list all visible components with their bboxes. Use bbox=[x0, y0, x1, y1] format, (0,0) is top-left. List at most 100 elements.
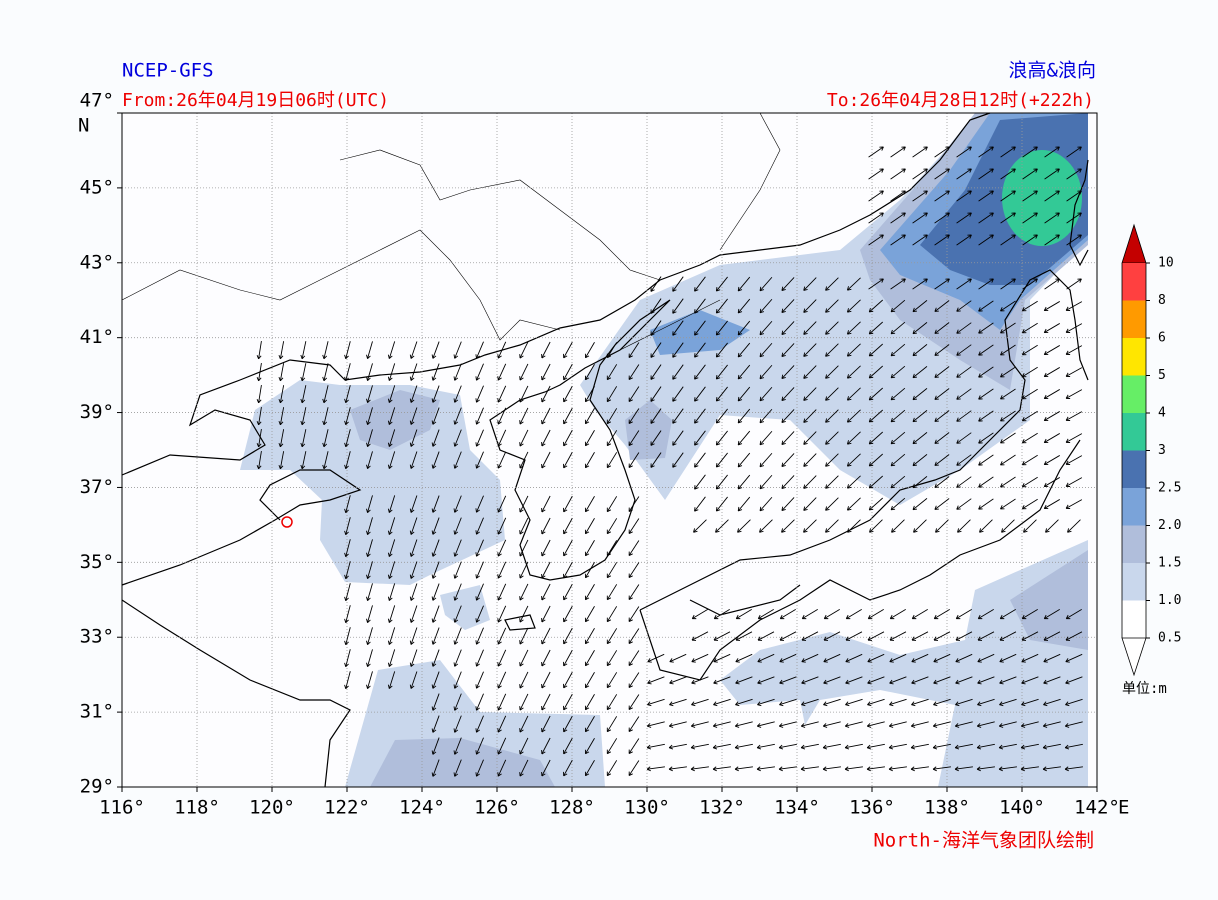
arrow bbox=[890, 299, 906, 313]
arrow bbox=[867, 766, 885, 770]
arrow-head bbox=[1020, 744, 1026, 750]
arrow-head bbox=[1065, 416, 1071, 421]
arrow-head bbox=[803, 506, 808, 511]
arrow bbox=[519, 341, 529, 359]
arrow bbox=[825, 431, 839, 445]
arrow-head bbox=[497, 574, 502, 579]
arrow-head bbox=[779, 701, 784, 707]
arrow-head bbox=[475, 508, 480, 513]
arrow-head bbox=[735, 701, 740, 707]
arrow-head bbox=[847, 528, 852, 533]
arrow-head bbox=[409, 354, 415, 359]
arrow bbox=[978, 454, 994, 466]
arrow-head bbox=[431, 464, 437, 469]
arrow-head bbox=[956, 351, 961, 356]
arrow-head bbox=[999, 636, 1005, 641]
arrow bbox=[476, 517, 484, 535]
arrow bbox=[628, 386, 640, 402]
arrow-head bbox=[1065, 614, 1071, 620]
arrow bbox=[694, 496, 706, 512]
arrow bbox=[301, 363, 307, 381]
arrow-head bbox=[584, 705, 590, 711]
arrow-head bbox=[497, 706, 502, 711]
arrow-head bbox=[945, 146, 950, 151]
arrow bbox=[757, 631, 775, 641]
arrow bbox=[716, 276, 728, 292]
arrow-head bbox=[366, 464, 371, 469]
arrow-head bbox=[1043, 350, 1049, 356]
arrow-head bbox=[979, 528, 984, 533]
arrow bbox=[519, 429, 529, 447]
arrow bbox=[432, 759, 440, 777]
arrow bbox=[933, 653, 951, 663]
arrow-head bbox=[541, 551, 546, 557]
arrow bbox=[628, 694, 640, 710]
arrow-head bbox=[778, 723, 784, 728]
colorbar-bottom bbox=[1121, 637, 1147, 677]
arrow bbox=[978, 366, 994, 378]
arrow-head bbox=[735, 614, 741, 620]
arrow bbox=[1065, 389, 1083, 399]
arrow-head bbox=[778, 744, 784, 750]
lon-unit: E bbox=[1118, 797, 1129, 819]
arrow-head bbox=[541, 507, 546, 513]
arrow-head bbox=[977, 636, 983, 641]
arrow bbox=[1021, 676, 1039, 684]
legend-unit: 单位:m bbox=[1122, 681, 1167, 697]
arrow-head bbox=[945, 168, 950, 173]
arrow bbox=[367, 649, 373, 667]
arrow bbox=[672, 364, 684, 380]
arrow-head bbox=[366, 508, 371, 513]
arrow bbox=[388, 627, 396, 645]
arrow-head bbox=[563, 507, 568, 513]
arrow-head bbox=[1043, 394, 1049, 400]
arrow bbox=[454, 517, 462, 535]
arrow bbox=[999, 721, 1017, 727]
arrow bbox=[912, 321, 928, 335]
arrow bbox=[889, 721, 907, 727]
arrow-head bbox=[715, 309, 721, 314]
arrow bbox=[541, 407, 551, 425]
arrow bbox=[781, 453, 795, 467]
arrow-head bbox=[759, 308, 765, 314]
arrow-head bbox=[912, 483, 918, 489]
arrow bbox=[890, 190, 906, 202]
arrow bbox=[367, 341, 373, 359]
arrow-head bbox=[734, 766, 739, 772]
arrow bbox=[868, 409, 884, 423]
arrow bbox=[606, 584, 618, 600]
arrow bbox=[606, 760, 618, 776]
arrow bbox=[978, 498, 994, 510]
arrow-head bbox=[563, 397, 568, 403]
arrow-head bbox=[1043, 438, 1049, 444]
lon-label: 142° bbox=[1074, 797, 1120, 819]
arrow bbox=[716, 342, 728, 358]
arrow-head bbox=[584, 771, 590, 777]
arrow-head bbox=[934, 483, 939, 488]
arrow-head bbox=[650, 353, 655, 358]
arrow bbox=[519, 693, 529, 711]
arrow-head bbox=[453, 750, 459, 755]
arrow-head bbox=[453, 772, 459, 777]
arrow bbox=[497, 407, 507, 425]
arrow bbox=[1065, 698, 1083, 706]
arrow-head bbox=[278, 354, 284, 360]
arrow-head bbox=[584, 353, 590, 359]
arrow-head bbox=[431, 706, 437, 711]
arrow bbox=[999, 698, 1017, 706]
arrow bbox=[781, 431, 795, 445]
lon-label: 138° bbox=[924, 797, 970, 819]
arrow-head bbox=[1000, 373, 1005, 378]
arrow bbox=[934, 498, 950, 510]
arrow bbox=[388, 429, 396, 447]
arrow-head bbox=[1065, 482, 1071, 487]
arrow-head bbox=[844, 766, 849, 772]
arrow-head bbox=[300, 398, 306, 404]
arrow-head bbox=[901, 278, 906, 283]
arrow-head bbox=[606, 573, 612, 579]
arrow bbox=[454, 583, 462, 601]
arrow-head bbox=[912, 505, 918, 511]
arrow bbox=[388, 495, 396, 513]
arrow bbox=[735, 653, 753, 663]
arrow-head bbox=[606, 353, 612, 359]
